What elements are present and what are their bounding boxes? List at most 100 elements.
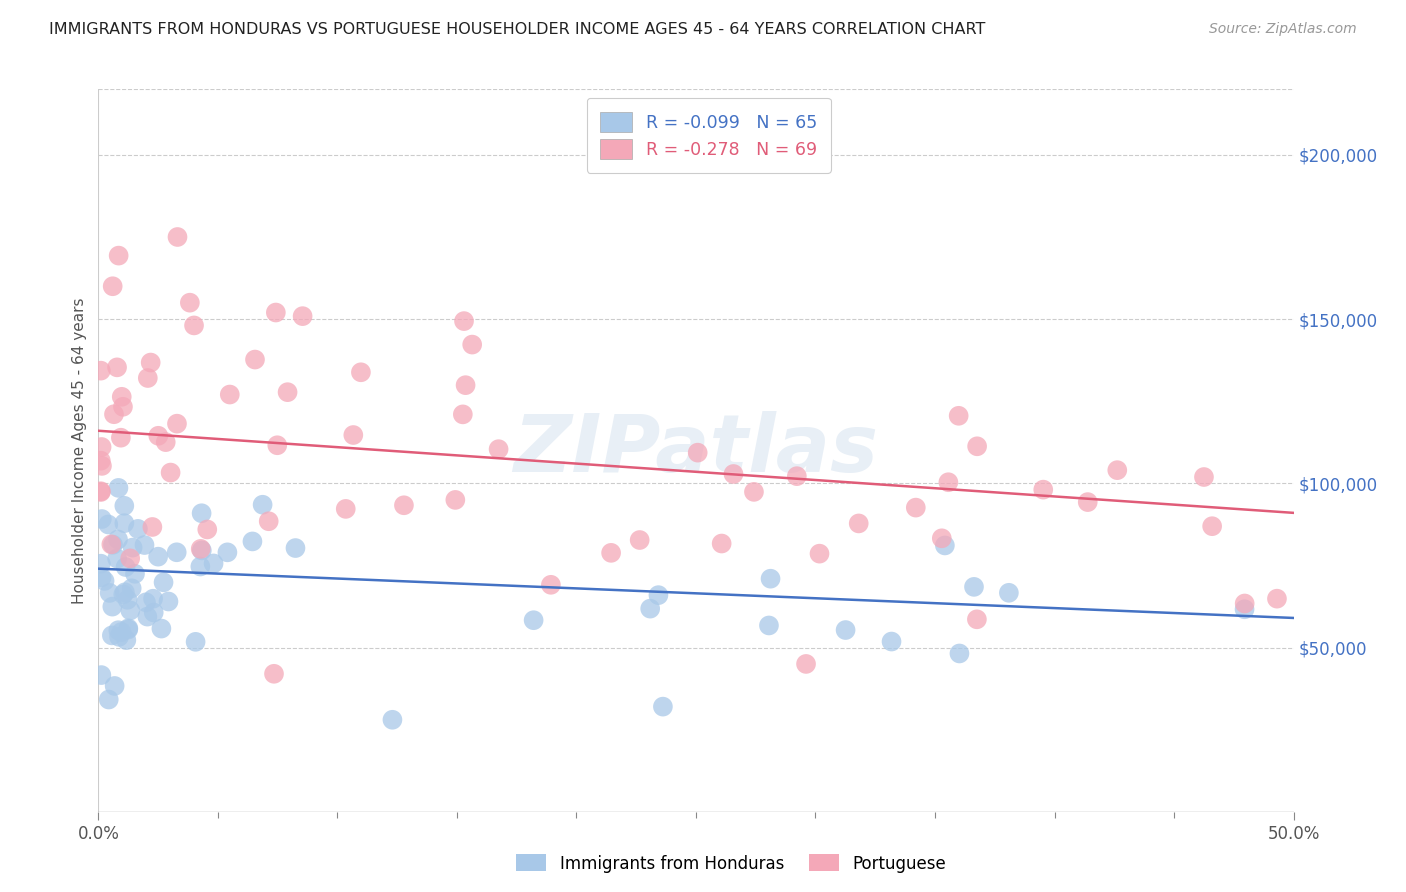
Point	[120, 551, 142, 566]
Point	[101, 538, 124, 552]
Point	[112, 516, 135, 531]
Y-axis label: Householder Income Ages 45 - 64 years: Householder Income Ages 45 - 64 years	[72, 297, 87, 604]
Point	[335, 502, 357, 516]
Point	[963, 580, 986, 594]
Point	[600, 546, 623, 560]
Point	[90, 453, 112, 467]
Point	[150, 622, 173, 636]
Point	[848, 516, 870, 531]
Text: IMMIGRANTS FROM HONDURAS VS PORTUGUESE HOUSEHOLDER INCOME AGES 45 - 64 YEARS COR: IMMIGRANTS FROM HONDURAS VS PORTUGUESE H…	[49, 22, 986, 37]
Point	[155, 435, 177, 450]
Point	[136, 371, 159, 385]
Point	[263, 666, 285, 681]
Point	[136, 609, 159, 624]
Point	[90, 440, 112, 454]
Point	[135, 595, 157, 609]
Point	[758, 618, 780, 632]
Point	[266, 438, 288, 452]
Point	[291, 309, 314, 323]
Point	[190, 506, 212, 520]
Point	[112, 587, 135, 601]
Point	[152, 575, 174, 590]
Point	[111, 390, 134, 404]
Point	[121, 541, 143, 555]
Point	[166, 545, 188, 559]
Point	[1107, 463, 1129, 477]
Point	[107, 481, 129, 495]
Point	[146, 549, 169, 564]
Point	[108, 630, 131, 644]
Point	[998, 586, 1021, 600]
Point	[90, 485, 112, 500]
Point	[90, 512, 112, 526]
Point	[107, 533, 129, 547]
Point	[101, 599, 124, 614]
Point	[1233, 597, 1256, 611]
Point	[723, 467, 745, 481]
Point	[264, 305, 287, 319]
Legend: R = -0.099   N = 65, R = -0.278   N = 69: R = -0.099 N = 65, R = -0.278 N = 69	[586, 98, 831, 173]
Point	[142, 591, 165, 606]
Point	[103, 407, 125, 421]
Point	[808, 547, 831, 561]
Point	[904, 500, 927, 515]
Point	[93, 574, 115, 588]
Point	[1192, 470, 1215, 484]
Point	[786, 469, 808, 483]
Point	[97, 692, 120, 706]
Point	[710, 536, 733, 550]
Point	[110, 625, 132, 640]
Point	[453, 314, 475, 328]
Point	[252, 498, 274, 512]
Point	[101, 628, 124, 642]
Point	[139, 355, 162, 369]
Point	[350, 365, 373, 379]
Point	[188, 559, 211, 574]
Point	[931, 531, 953, 545]
Point	[342, 428, 364, 442]
Point	[242, 534, 264, 549]
Point	[540, 578, 562, 592]
Point	[1233, 602, 1256, 616]
Point	[834, 623, 856, 637]
Point	[107, 624, 129, 638]
Point	[454, 378, 477, 392]
Point	[104, 679, 127, 693]
Point	[105, 551, 128, 566]
Point	[184, 635, 207, 649]
Point	[381, 713, 404, 727]
Point	[115, 633, 138, 648]
Point	[966, 612, 988, 626]
Point	[90, 557, 112, 571]
Point	[90, 484, 112, 499]
Point	[638, 601, 661, 615]
Point	[117, 592, 139, 607]
Point	[461, 337, 484, 351]
Point	[190, 541, 212, 556]
Point	[179, 295, 201, 310]
Point	[97, 517, 120, 532]
Point	[651, 699, 673, 714]
Point	[127, 522, 149, 536]
Point	[105, 360, 128, 375]
Point	[1032, 483, 1054, 497]
Point	[880, 634, 903, 648]
Point	[90, 364, 112, 378]
Point	[141, 520, 163, 534]
Point	[948, 409, 970, 423]
Point	[759, 572, 782, 586]
Point	[202, 557, 225, 571]
Point	[488, 442, 510, 457]
Point	[195, 523, 218, 537]
Point	[938, 475, 960, 490]
Point	[110, 431, 132, 445]
Point	[628, 533, 651, 547]
Point	[191, 543, 214, 558]
Point	[742, 484, 765, 499]
Point	[101, 279, 124, 293]
Point	[142, 606, 165, 620]
Point	[794, 657, 817, 671]
Point	[647, 588, 669, 602]
Point	[392, 498, 415, 512]
Point	[218, 387, 240, 401]
